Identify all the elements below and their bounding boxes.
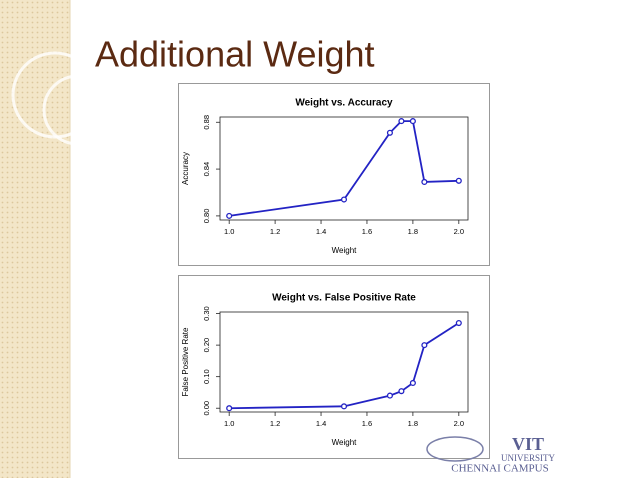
y-tick-label: 0.00 — [202, 401, 211, 416]
slide-title: Additional Weight — [95, 34, 375, 75]
x-tick-label: 1.6 — [362, 227, 372, 236]
logo: VIT UNIVERSITY CHENNAI CAMPUS — [426, 434, 555, 475]
y-axis-label: False Positive Rate — [181, 327, 190, 396]
chart-frame — [178, 83, 490, 266]
plot-box — [219, 116, 469, 221]
chart-title: Weight vs. False Positive Rate — [272, 293, 416, 304]
data-point — [398, 118, 405, 125]
x-tick-label: 1.0 — [224, 419, 234, 428]
logo-line: UNIVERSITY — [501, 453, 555, 463]
decor-circle — [42, 74, 114, 146]
data-point — [340, 196, 348, 203]
data-point — [421, 342, 428, 349]
data-point — [455, 177, 462, 184]
x-tick-label: 1.8 — [408, 227, 418, 236]
y-tick-label: 0.84 — [202, 162, 211, 177]
data-point — [409, 379, 416, 387]
y-tick-label: 0.10 — [202, 369, 211, 384]
x-tick-label: 1.8 — [408, 419, 418, 428]
x-tick-label: 1.2 — [270, 227, 280, 236]
plot-box — [219, 311, 469, 413]
data-point — [386, 392, 393, 399]
y-tick-label: 0.20 — [202, 338, 211, 353]
logo-line: CHENNAI CAMPUS — [451, 463, 549, 475]
data-point — [226, 212, 233, 219]
logo-seal — [426, 436, 484, 462]
data-point — [421, 178, 428, 186]
chart-title: Weight vs. Accuracy — [295, 98, 393, 109]
logo-name: VIT — [512, 434, 544, 454]
y-axis-label: Accuracy — [181, 152, 190, 185]
x-tick-label: 2.0 — [454, 419, 464, 428]
x-axis-label: Weight — [332, 438, 358, 447]
side-strip — [0, 0, 70, 478]
x-tick-label: 1.2 — [270, 419, 280, 428]
x-tick-label: 1.4 — [316, 419, 326, 428]
y-tick-label: 0.30 — [202, 306, 211, 321]
y-tick-label: 0.88 — [202, 115, 211, 130]
x-axis-label: Weight — [332, 246, 358, 255]
x-tick-label: 1.0 — [224, 227, 234, 236]
x-tick-label: 1.6 — [362, 419, 372, 428]
data-point — [340, 403, 348, 410]
x-tick-label: 1.4 — [316, 227, 326, 236]
data-point — [386, 129, 393, 136]
data-point — [409, 118, 416, 125]
data-point — [226, 405, 233, 412]
data-point — [455, 319, 462, 327]
chart-frame — [178, 275, 490, 459]
y-tick-label: 0.80 — [202, 209, 211, 224]
data-point — [398, 388, 405, 395]
x-tick-label: 2.0 — [454, 227, 464, 236]
